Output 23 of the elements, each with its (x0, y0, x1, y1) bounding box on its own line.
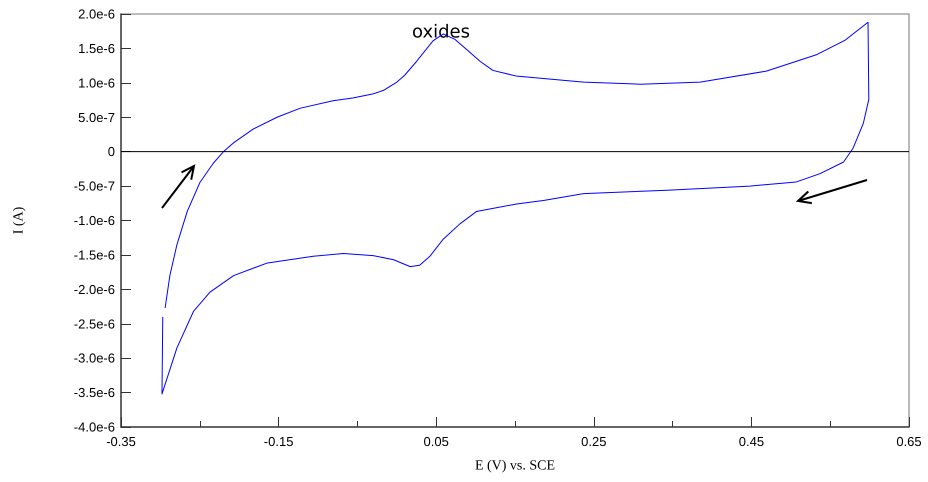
y-tick-label: -3.0e-6 (74, 350, 115, 366)
y-tick-label: -1.0e-6 (74, 213, 115, 228)
x-tick-label: 0.65 (896, 434, 922, 449)
x-tick-label: 0.05 (424, 434, 449, 449)
y-tick-label: -2.0e-6 (74, 282, 115, 297)
x-tick-label: -0.15 (264, 434, 294, 449)
y-tick-label: -3.5e-6 (74, 385, 115, 400)
y-tick-label: -4.0e-6 (74, 420, 115, 434)
y-tick-label: 1.0e-6 (78, 75, 115, 90)
y-tick-label: 0 (108, 144, 115, 160)
annotation: oxides (412, 22, 470, 42)
x-tick-label: 0.45 (738, 434, 764, 449)
y-tick-label: 1.5e-6 (78, 40, 115, 56)
y-axis-title: I (A) (12, 206, 26, 234)
line-series (161, 22, 870, 394)
y-tick-label: -5.0e-7 (74, 178, 115, 194)
y-tick-label: -2.5e-6 (74, 316, 115, 332)
x-axis-title: E (V) vs. SCE (474, 458, 556, 474)
y-tick-label: 5.0e-7 (78, 110, 115, 125)
x-tick-label: 0.25 (581, 434, 606, 449)
y-tick-label: -1.5e-6 (74, 247, 115, 262)
x-tick-label: -0.35 (106, 434, 136, 449)
y-tick-label: 2.0e-6 (78, 6, 115, 22)
